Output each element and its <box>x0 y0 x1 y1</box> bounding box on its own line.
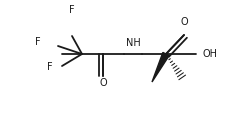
Text: F: F <box>47 62 53 72</box>
Text: O: O <box>180 17 188 27</box>
Polygon shape <box>152 52 169 82</box>
Text: F: F <box>35 37 41 47</box>
Text: OH: OH <box>202 49 217 59</box>
Text: O: O <box>99 78 107 88</box>
Text: F: F <box>69 5 75 15</box>
Text: NH: NH <box>126 38 140 48</box>
